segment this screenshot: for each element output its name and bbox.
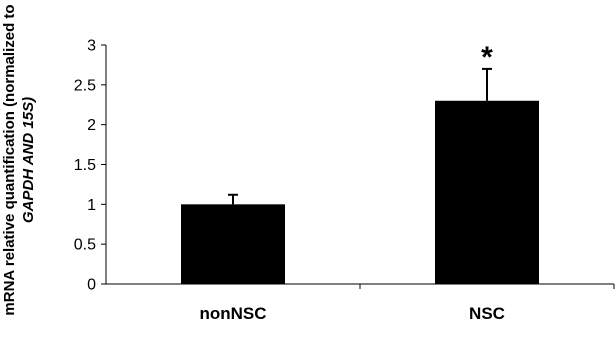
significance-labels: * [481, 41, 493, 74]
y-axis-label-line1: mRNA relative quantification (normalized… [1, 4, 18, 315]
bars [181, 101, 539, 284]
y-tick-label: 1 [87, 197, 96, 214]
bar-nonNSC [181, 204, 285, 284]
significance-marker: * [481, 41, 493, 74]
y-tick-label: 2.5 [74, 77, 96, 94]
y-tick-label: 0 [87, 277, 96, 294]
y-axis-label: mRNA relative quantification (normalized… [1, 4, 37, 315]
y-tick-label: 1.5 [74, 157, 96, 174]
y-tick-label: 3 [87, 38, 96, 55]
bar-NSC [435, 101, 539, 284]
category-labels: nonNSC NSC [199, 304, 504, 323]
category-label-NSC: NSC [469, 304, 505, 323]
y-tick-label: 0.5 [74, 237, 96, 254]
y-tick-label: 2 [87, 117, 96, 134]
y-ticks: 0 0.5 1 1.5 2 2.5 3 [74, 38, 106, 294]
y-axis-label-line2: GAPDH AND 15S) [20, 97, 37, 223]
category-label-nonNSC: nonNSC [199, 304, 266, 323]
